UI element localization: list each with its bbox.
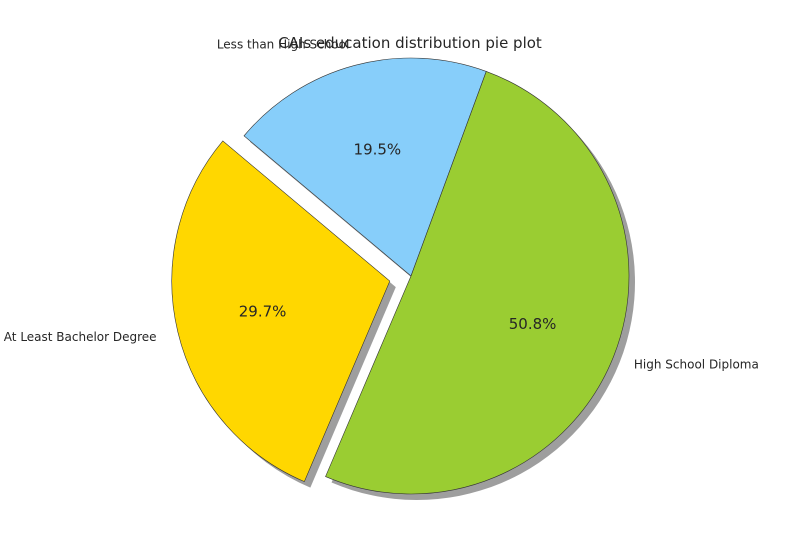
pct-label-high-school-diploma: 50.8%	[509, 315, 557, 333]
chart-title: CAIs education distribution pie plot	[278, 34, 542, 52]
pct-label-at-least-bachelor-degree: 29.7%	[239, 303, 287, 321]
pct-label-less-than-high-school: 19.5%	[354, 141, 402, 159]
category-label-at-least-bachelor-degree: At Least Bachelor Degree	[4, 330, 157, 344]
slice-high-school-diploma	[325, 71, 630, 495]
category-label-less-than-high-school: Less than High School	[217, 37, 350, 51]
slice-at-least-bachelor-degree	[171, 140, 391, 483]
slices	[171, 57, 630, 495]
slice-labels: 19.5% Less than High School 50.8% High Scho…	[4, 37, 759, 371]
slice-less-than-high-school	[243, 57, 487, 277]
category-label-high-school-diploma: High School Diploma	[634, 357, 759, 371]
